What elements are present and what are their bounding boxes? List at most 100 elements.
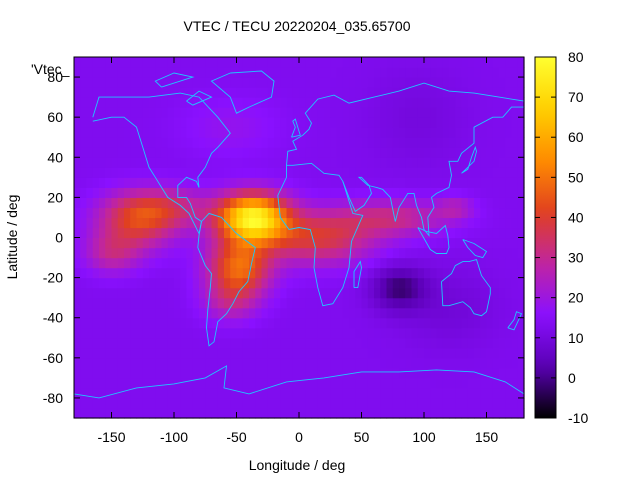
- heatmap-cell: [430, 147, 438, 158]
- heatmap-cell: [305, 317, 313, 329]
- heatmap-cell: [292, 107, 300, 118]
- heatmap-cell: [517, 107, 525, 118]
- heatmap-cell: [149, 227, 156, 239]
- heatmap-cell: [217, 387, 225, 399]
- heatmap-cell: [480, 347, 488, 359]
- heatmap-cell: [511, 87, 519, 98]
- heatmap-cell: [430, 337, 438, 349]
- heatmap-cell: [274, 107, 281, 118]
- heatmap-cell: [180, 397, 188, 409]
- heatmap-cell: [167, 297, 175, 309]
- coastline: [197, 212, 256, 347]
- heatmap-cell: [105, 257, 113, 269]
- heatmap-cell: [380, 77, 388, 88]
- heatmap-cell: [136, 357, 144, 369]
- heatmap-cell: [342, 387, 350, 399]
- heatmap-cell: [205, 187, 213, 198]
- heatmap-cell: [486, 367, 494, 379]
- heatmap-cell: [255, 127, 263, 138]
- heatmap-cell: [186, 257, 194, 269]
- heatmap-cell: [124, 177, 131, 188]
- heatmap-cell: [355, 227, 363, 239]
- heatmap-cell: [305, 377, 313, 389]
- heatmap-cell: [405, 127, 413, 138]
- heatmap-cell: [424, 397, 431, 409]
- heatmap-cell: [486, 347, 494, 359]
- heatmap-cell: [361, 247, 369, 259]
- heatmap-cell: [205, 347, 213, 359]
- heatmap-cell: [405, 97, 413, 108]
- heatmap-cell: [80, 387, 88, 399]
- heatmap-cell: [267, 127, 275, 138]
- heatmap-cell: [92, 77, 100, 88]
- heatmap-cell: [205, 387, 213, 399]
- heatmap-cell: [330, 357, 338, 369]
- heatmap-cell: [480, 57, 488, 68]
- heatmap-cell: [192, 287, 200, 299]
- heatmap-cell: [117, 377, 125, 389]
- heatmap-cell: [430, 327, 438, 339]
- heatmap-cell: [192, 277, 200, 289]
- heatmap-cell: [117, 187, 125, 198]
- heatmap-cell: [336, 177, 344, 188]
- heatmap-cell: [186, 127, 194, 138]
- heatmap-cell: [442, 267, 450, 279]
- heatmap-cell: [74, 307, 81, 319]
- heatmap-cell: [411, 177, 419, 188]
- heatmap-cell: [455, 407, 463, 419]
- heatmap-cell: [424, 247, 431, 259]
- heatmap-cell: [124, 147, 131, 158]
- heatmap-cell: [211, 247, 219, 259]
- heatmap-cell: [461, 397, 469, 409]
- heatmap-cell: [305, 107, 313, 118]
- heatmap-cell: [392, 217, 400, 229]
- heatmap-cell: [261, 107, 269, 118]
- heatmap-cell: [180, 337, 188, 349]
- heatmap-cell: [286, 147, 294, 158]
- heatmap-cell: [517, 67, 525, 78]
- heatmap-cell: [442, 127, 450, 138]
- heatmap-cell: [367, 157, 375, 168]
- heatmap-cell: [167, 117, 175, 128]
- heatmap-cell: [230, 147, 238, 158]
- heatmap-cell: [405, 167, 413, 178]
- heatmap-cell: [142, 297, 150, 309]
- heatmap-cell: [517, 227, 525, 239]
- heatmap-cell: [380, 147, 388, 158]
- heatmap-cell: [217, 357, 225, 369]
- heatmap-cell: [155, 337, 163, 349]
- heatmap-cell: [199, 287, 206, 299]
- heatmap-cell: [386, 127, 394, 138]
- heatmap-cell: [449, 257, 456, 269]
- heatmap-cell: [267, 207, 275, 219]
- heatmap-cell: [480, 227, 488, 239]
- key-label: 'Vtec_: [31, 61, 70, 77]
- heatmap-cell: [274, 247, 281, 259]
- heatmap-cell: [492, 317, 500, 329]
- heatmap-cell: [255, 297, 263, 309]
- heatmap-cell: [455, 307, 463, 319]
- heatmap-cell: [217, 347, 225, 359]
- heatmap-cell: [161, 137, 169, 148]
- heatmap-cell: [411, 297, 419, 309]
- heatmap-cell: [180, 307, 188, 319]
- heatmap-cell: [417, 117, 425, 128]
- heatmap-cell: [86, 317, 94, 329]
- heatmap-cell: [424, 297, 431, 309]
- heatmap-cell: [399, 117, 406, 128]
- heatmap-cell: [180, 347, 188, 359]
- heatmap-cell: [367, 217, 375, 229]
- heatmap-cell: [499, 57, 506, 68]
- heatmap-cell: [167, 107, 175, 118]
- heatmap-cell: [499, 257, 506, 269]
- heatmap-cell: [342, 307, 350, 319]
- heatmap-cell: [236, 397, 244, 409]
- heatmap-cell: [505, 137, 513, 148]
- heatmap-cell: [486, 237, 494, 249]
- heatmap-cell: [324, 257, 331, 269]
- heatmap-cell: [405, 317, 413, 329]
- heatmap-cell: [317, 287, 325, 299]
- heatmap-cell: [436, 307, 444, 319]
- heatmap-cell: [336, 387, 344, 399]
- heatmap-cell: [167, 347, 175, 359]
